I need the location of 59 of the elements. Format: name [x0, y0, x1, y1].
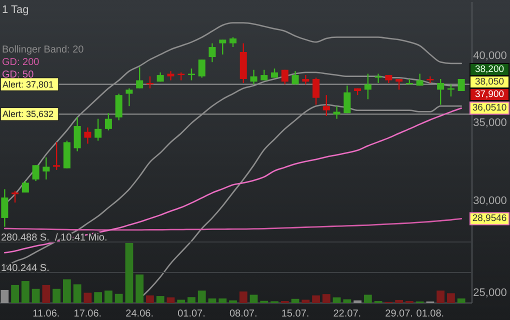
candlestick: [136, 66, 144, 89]
text: GD: 50: [2, 70, 34, 80]
y-tick-label: 280.488 S.: [1, 232, 50, 244]
text: 38,200: [474, 64, 504, 75]
y-tick-label: 40,000: [473, 50, 507, 62]
candlestick: [219, 39, 226, 56]
candlestick: [104, 112, 112, 131]
candlestick: [94, 118, 102, 142]
candlestick: [188, 68, 195, 81]
candlestick: [208, 42, 216, 63]
candlestick: [126, 88, 133, 107]
text: Bollinger Band: 20: [2, 44, 84, 56]
candlestick: [84, 126, 92, 144]
line-series: [4, 218, 462, 231]
candlestick: [230, 36, 236, 48]
text: 37,900: [474, 88, 504, 100]
candlestick: [198, 58, 206, 78]
chart-subtitle: 1 Tag: [2, 4, 29, 16]
candlestick: [322, 94, 330, 117]
text: 36,0510: [472, 102, 507, 114]
y-tick-label: 35,000: [473, 117, 507, 130]
ref-line-label: Alert: 37,801: [2, 79, 54, 90]
candlestick: [426, 76, 434, 84]
text: 28,9546: [472, 213, 507, 224]
ref-line-label: Alert: 35,632: [2, 109, 54, 120]
candlestick: [364, 73, 372, 100]
y-tick-label: 25,000: [473, 286, 507, 299]
x-tick-label: 24.06.: [126, 308, 154, 320]
candlestick: [344, 85, 351, 114]
candlestick: [146, 76, 154, 89]
candlestick: [53, 142, 60, 170]
candlestick: [333, 106, 340, 120]
x-tick-label: 01.08.: [416, 308, 444, 320]
candlestick: [250, 69, 258, 85]
text: GD: 200: [2, 57, 40, 68]
x-tick-label: 11.06.: [32, 308, 60, 320]
candlestick: [1, 188, 8, 228]
y-tick-label: 30,000: [473, 194, 507, 207]
line-series: [4, 107, 462, 254]
candlestick: [260, 69, 268, 81]
candlestick: [312, 77, 320, 106]
candlestick: [12, 190, 19, 204]
candlestick: [281, 69, 288, 85]
x-tick-label: 08.07.: [229, 308, 258, 320]
candlestick: [115, 93, 122, 121]
candlestick: [292, 70, 299, 85]
candlestick: [42, 156, 50, 180]
candlestick: [302, 74, 310, 85]
x-tick-label: 15.07.: [281, 308, 310, 320]
text: 38,050: [474, 76, 504, 88]
x-tick-label: 29.07.: [385, 308, 413, 320]
candlestick: [437, 78, 444, 106]
candlestick: [74, 116, 81, 152]
y-tick-label: 140.244 S.: [1, 263, 50, 274]
x-tick-label: 01.07.: [178, 308, 206, 320]
candlestick: [167, 70, 174, 81]
candlestick: [32, 164, 40, 182]
x-tick-label: 17.06.: [74, 308, 102, 320]
x-tick-label: 22.07.: [333, 308, 362, 320]
